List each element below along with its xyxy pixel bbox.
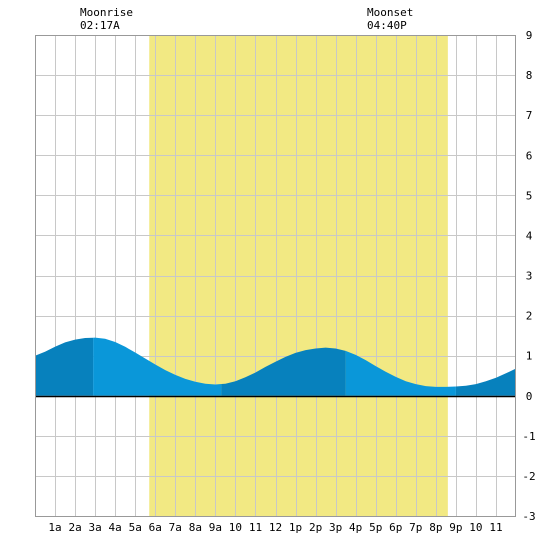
x-tick-label: 3p (329, 521, 342, 534)
x-tick-label: 9a (209, 521, 222, 534)
y-tick-label: 1 (526, 350, 533, 363)
daylight-rect (149, 35, 448, 516)
y-tick-label: -1 (522, 430, 535, 443)
x-axis-labels: 1a 2a 3a 4a 5a 6a 7a 8a 9a 10 11 12 1p 2p 3p 4p 5p 6p 7p 8p… (48, 521, 502, 534)
y-tick-label: 9 (526, 29, 533, 42)
x-tick-label: 1a (48, 521, 61, 534)
x-tick-label: 5p (369, 521, 382, 534)
moonset-label: Moonset (367, 6, 413, 19)
plot-frame (35, 35, 516, 517)
x-tick-label: 11 (489, 521, 502, 534)
y-axis-labels: -3 -2 -1 0 1 2 3 4 5 6 7 8 9 (522, 29, 535, 523)
y-tick-label: 7 (526, 109, 533, 122)
x-tick-label: 7a (169, 521, 182, 534)
moonset-time: 04:40P (367, 19, 407, 32)
x-tick-label: 10 (229, 521, 242, 534)
x-tick-label: 4p (349, 521, 362, 534)
tide-segment (221, 347, 346, 396)
x-tick-label: 12 (269, 521, 282, 534)
x-tick-label: 2p (309, 521, 322, 534)
y-tick-label: 8 (526, 69, 533, 82)
x-tick-label: 6a (149, 521, 162, 534)
x-tick-label: 8a (189, 521, 202, 534)
y-tick-label: 6 (526, 149, 533, 162)
x-tick-label: 3a (89, 521, 102, 534)
y-tick-label: 4 (526, 229, 533, 242)
tide-segment (455, 368, 516, 396)
x-tick-label: 2a (68, 521, 81, 534)
moonrise-label: Moonrise (80, 6, 133, 19)
x-tick-label: 10 (469, 521, 482, 534)
y-tick-label: -2 (522, 470, 535, 483)
y-tick-label: -3 (522, 510, 535, 523)
y-tick-label: 2 (526, 310, 533, 323)
y-tick-label: 3 (526, 270, 533, 283)
daylight-band (149, 35, 448, 516)
x-tick-label: 5a (129, 521, 142, 534)
x-tick-label: 8p (429, 521, 442, 534)
x-tick-label: 4a (109, 521, 122, 534)
tide-area (35, 337, 516, 396)
x-tick-label: 6p (389, 521, 402, 534)
y-tick-label: 5 (526, 189, 533, 202)
moonrise-time: 02:17A (80, 19, 120, 32)
tide-segment (93, 337, 222, 396)
x-tick-label: 11 (249, 521, 262, 534)
x-tick-label: 7p (409, 521, 422, 534)
tide-segment (345, 350, 456, 396)
x-tick-label: 9p (449, 521, 462, 534)
x-tick-label: 1p (289, 521, 302, 534)
y-tick-label: 0 (526, 390, 533, 403)
tide-segment (35, 337, 94, 396)
